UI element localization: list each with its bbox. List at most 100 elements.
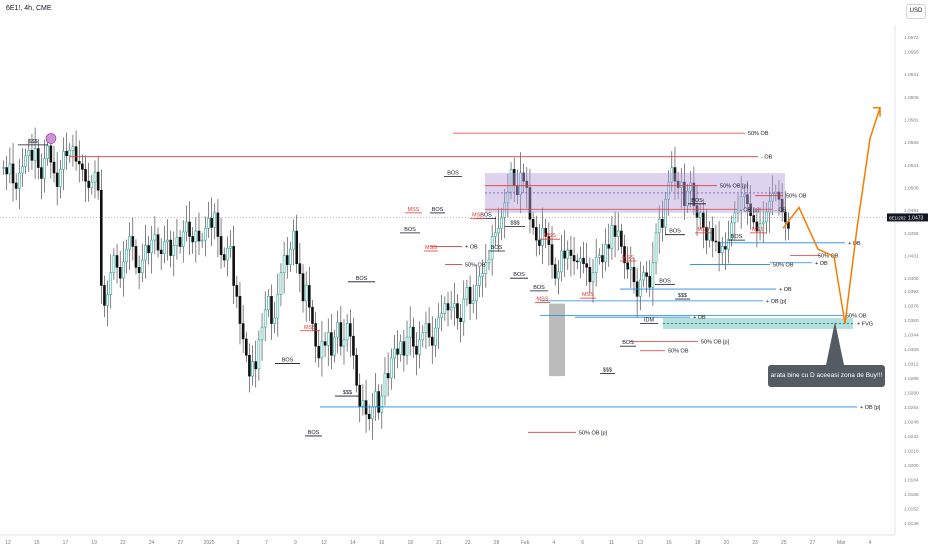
candle-body <box>566 249 570 259</box>
price-tick: 1.0556 <box>904 140 919 146</box>
candle-body <box>314 323 317 347</box>
price-tick: 1.0406 <box>904 276 919 282</box>
candle-body <box>323 341 327 346</box>
candle-body <box>591 272 595 283</box>
candle-body <box>36 148 40 168</box>
candle-body <box>742 194 746 197</box>
ob-label-left-50: 50% OB <box>773 263 794 269</box>
candle-body <box>320 341 324 359</box>
candle-body <box>661 218 664 228</box>
projection-path <box>782 107 881 324</box>
mss-c-label: MSS <box>472 212 484 218</box>
candle-body <box>412 326 415 347</box>
price-tick: 1.0581 <box>904 118 919 124</box>
symbol-legend[interactable]: 6E1!, 4h, CME <box>6 5 52 12</box>
candle-body <box>169 239 172 256</box>
time-tick: 19 <box>91 540 97 546</box>
candle-body <box>131 236 135 247</box>
candle-body <box>434 327 437 346</box>
candle-body <box>780 199 784 213</box>
candle-body <box>500 217 503 229</box>
candle-body <box>714 240 718 243</box>
candle-body <box>188 221 191 237</box>
ob-label-50-low-p: 50% OB [p] <box>701 340 730 346</box>
candle-body <box>326 332 330 346</box>
time-tick: 11 <box>609 540 614 546</box>
candle-body <box>443 303 447 314</box>
candle-body <box>749 203 752 216</box>
ob-label-plus-low: + OB <box>693 315 706 321</box>
candle-body <box>771 193 774 202</box>
time-tick: 24 <box>149 540 155 546</box>
bos-i-label: BOS <box>513 272 525 278</box>
candle-body <box>490 236 494 260</box>
candle-body <box>746 194 749 205</box>
time-tick: Feb <box>521 540 530 546</box>
candle-body <box>730 222 733 240</box>
candle-body <box>585 263 589 268</box>
price-tick: 1.0656 <box>904 50 919 56</box>
candle-body <box>65 150 68 157</box>
candle-body <box>244 338 248 356</box>
candle-body <box>506 191 510 204</box>
candle-body <box>446 303 450 311</box>
candle-body <box>402 341 406 356</box>
candle-body <box>8 163 12 175</box>
candle-body <box>686 190 689 206</box>
candle-body <box>695 205 699 218</box>
candle-body <box>440 313 444 318</box>
mss-h-label: MSS <box>622 255 634 261</box>
callout-box: arata bine cu D aceeasi zona de Buy!!! <box>768 365 885 387</box>
candle-body <box>761 221 765 225</box>
time-tick: 22 <box>120 540 126 546</box>
price-tick: 1.0631 <box>904 72 919 78</box>
candle-body <box>251 361 254 377</box>
candle-body <box>216 212 220 237</box>
price-tick: 1.0248 <box>904 419 919 425</box>
last-price-tag: 6E1!2025 <box>889 215 909 220</box>
candle-body <box>733 212 737 224</box>
candle-body <box>257 339 261 370</box>
purple-marker <box>45 133 57 144</box>
candle-body <box>588 267 592 283</box>
bos-k-label: BOS <box>622 340 634 346</box>
candle-body <box>724 246 727 250</box>
liquidity-right-label: $$$ <box>678 293 687 299</box>
price-tick: 1.0312 <box>904 361 919 367</box>
candle-body <box>339 322 343 347</box>
callout-pointer <box>826 321 844 365</box>
ob-label-minus: - OB <box>775 207 787 213</box>
candle-body <box>5 167 9 175</box>
candle-body <box>333 336 336 356</box>
candle-body <box>453 303 456 308</box>
candle-body <box>626 262 629 270</box>
ob-label-top-50: 50% OB <box>748 131 769 137</box>
candle-body <box>755 221 759 232</box>
candle-body <box>279 272 283 295</box>
price-tick: 1.0184 <box>904 477 919 483</box>
candle-body <box>377 391 380 413</box>
candle-body <box>487 258 491 264</box>
candle-body <box>342 339 346 347</box>
mss-f-label: MSS <box>537 297 549 303</box>
candle-body <box>345 323 349 341</box>
currency-button[interactable]: USD <box>906 4 926 19</box>
candle-body <box>408 326 412 338</box>
candle-body <box>24 155 27 167</box>
liquidity-mid-label: $$$ <box>510 221 519 227</box>
price-tick: 1.0232 <box>904 434 919 440</box>
candle-body <box>118 267 122 279</box>
ob-label-left-small: + OB <box>465 244 478 250</box>
candle-body <box>238 296 242 324</box>
candle-body <box>68 150 72 157</box>
candle-body <box>46 145 50 159</box>
candle-body <box>475 285 478 302</box>
mss-d-label: MSS <box>304 325 316 331</box>
candle-body <box>235 285 239 297</box>
ob-label-bottom-50: 50% OB <box>668 349 689 355</box>
price-tick: 1.0152 <box>904 506 919 512</box>
candle-body <box>254 361 258 370</box>
bos-l-label: BOS <box>659 279 671 285</box>
candle-body <box>610 225 614 249</box>
